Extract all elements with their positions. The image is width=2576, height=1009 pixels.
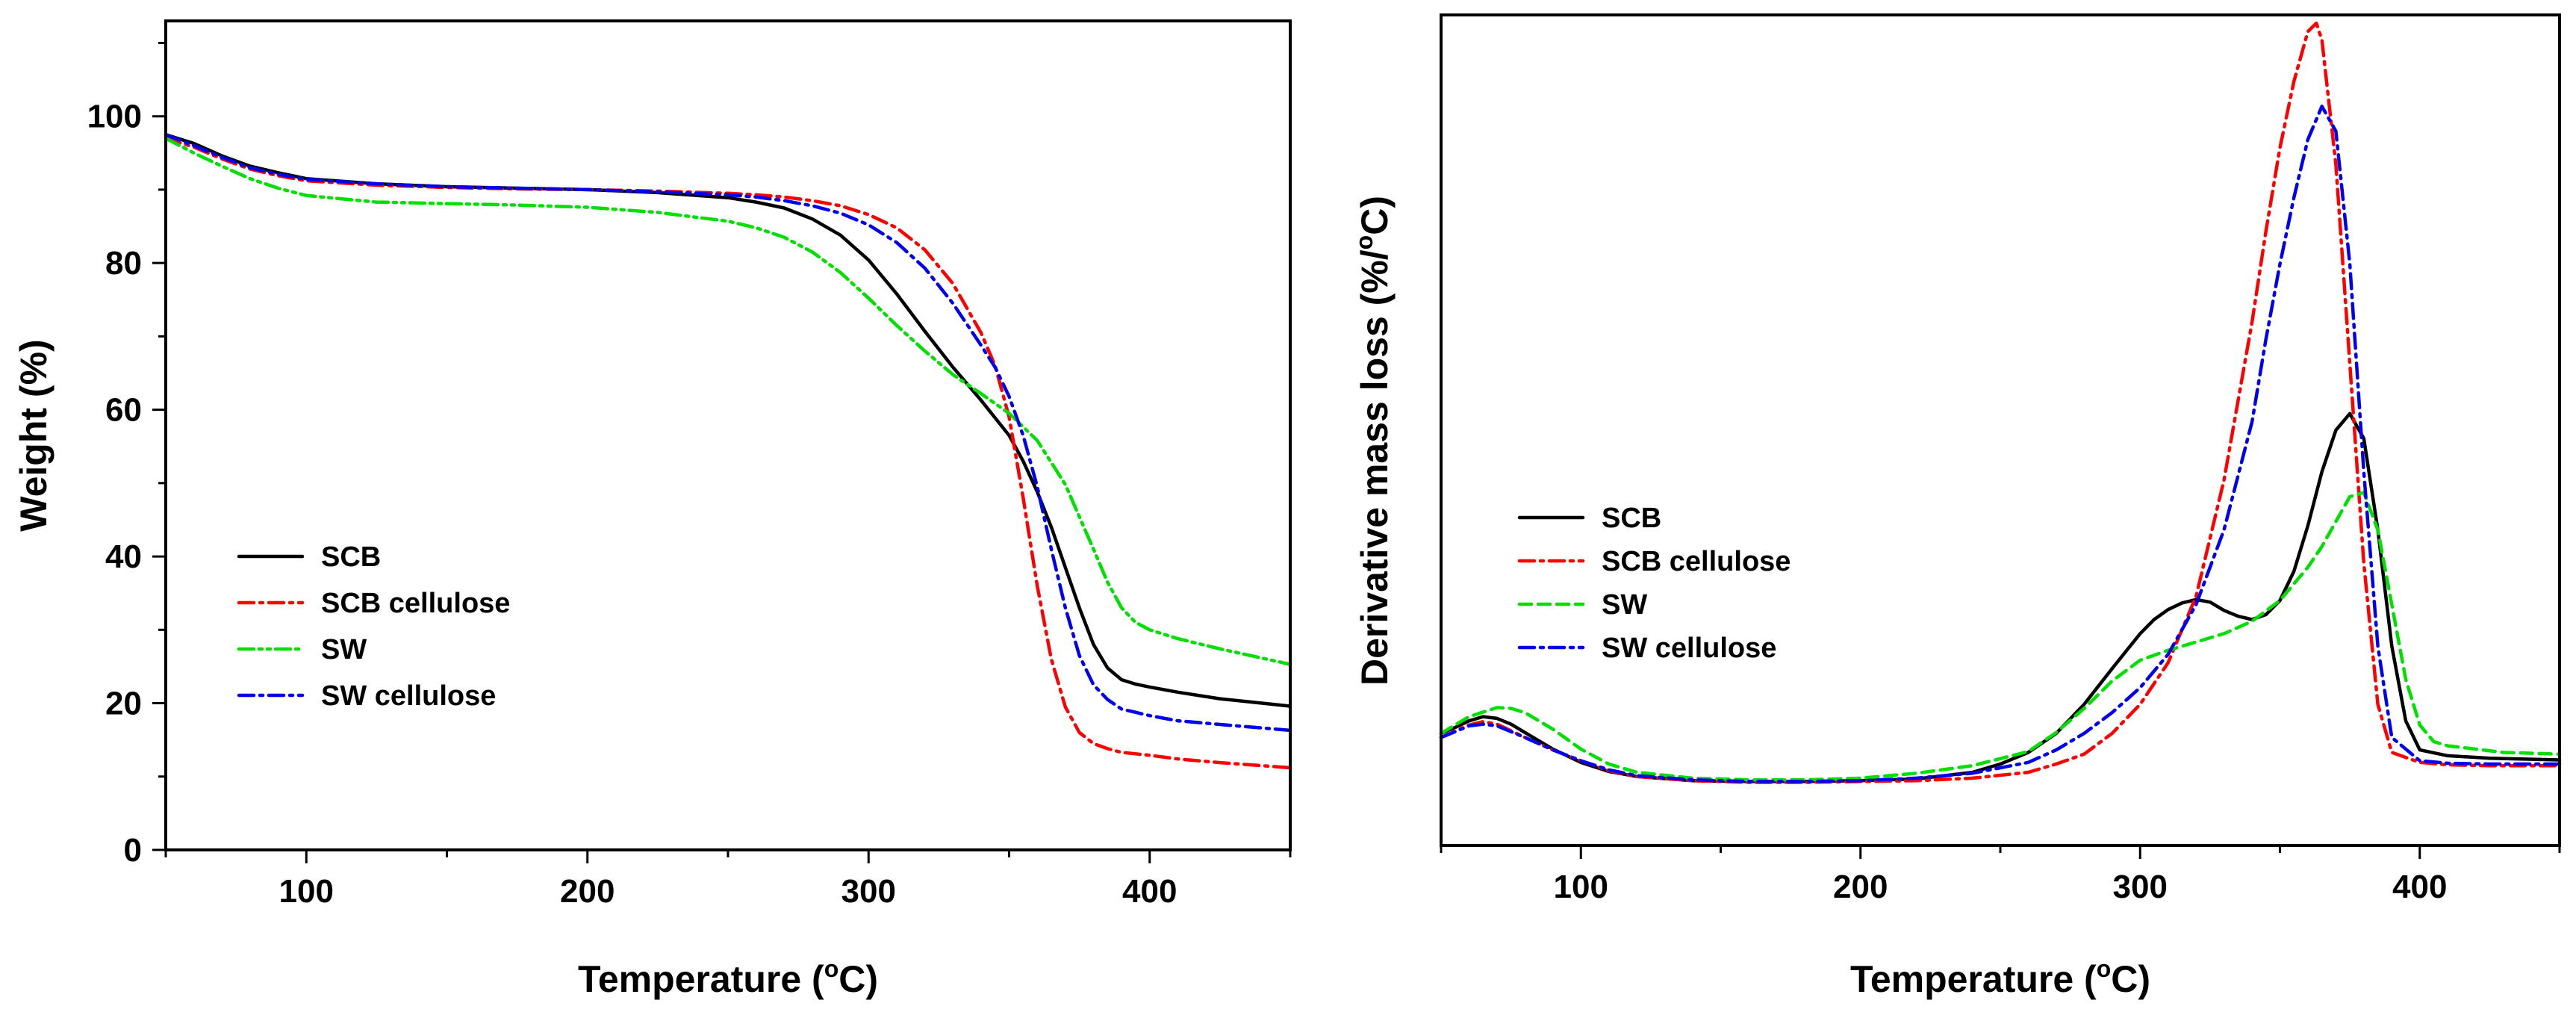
y-tick-label: 60 (105, 392, 142, 429)
x-tick-label: 300 (841, 873, 896, 910)
legend-label: SCB cellulose (321, 588, 510, 619)
x-tick-label: 200 (560, 873, 615, 910)
x-tick-label: 200 (1833, 869, 1888, 905)
series-line-scb-cellulose (164, 136, 1292, 770)
series-line-sw-cellulose (1439, 105, 2562, 783)
y-tick-label: 100 (87, 99, 142, 135)
series-line-sw (164, 136, 1292, 666)
legend: SCB SCB cellulose SW SW cellulose (237, 541, 510, 712)
legend-label: SW cellulose (321, 680, 496, 712)
x-tick-label: 300 (2113, 869, 2168, 905)
legend-label: SCB (1602, 503, 1661, 534)
axis-ticks: 100 200 300 400 0 20 40 60 80 100 (87, 41, 1292, 910)
legend-label: SCB (321, 541, 381, 573)
y-tick-label: 40 (105, 538, 142, 575)
series-group (164, 133, 1292, 770)
legend: SCB SCB cellulose SW SW cellulose (1517, 503, 1791, 664)
dtg-derivative-chart: 100 200 300 400 SCB SCB cellulose SW SW cellul… (1351, 13, 2562, 1000)
series-group (1439, 21, 2562, 784)
x-tick-label: 400 (1122, 873, 1177, 910)
series-line-sw-cellulose (164, 133, 1292, 733)
x-axis-title: Temperature (oC) (578, 955, 878, 1000)
series-line-sw (1439, 491, 2562, 782)
y-axis-title: Derivative mass loss (%/oC) (1351, 196, 1396, 686)
legend-label: SCB cellulose (1602, 546, 1791, 577)
x-tick-label: 100 (1554, 869, 1608, 905)
axis-ticks: 100 200 300 400 (1440, 845, 2561, 905)
x-tick-label: 400 (2392, 869, 2447, 905)
tga-weight-chart: 100 200 300 400 0 20 40 60 80 100 SCB SCB cellulos… (13, 19, 1292, 1000)
y-axis-title: Weight (%) (13, 339, 55, 531)
y-tick-label: 20 (105, 686, 142, 722)
legend-label: SW (1602, 589, 1647, 621)
y-tick-label: 80 (105, 245, 142, 282)
x-tick-label: 100 (279, 873, 334, 910)
legend-label: SW cellulose (1602, 633, 1776, 664)
y-tick-label: 0 (124, 832, 142, 869)
x-axis-title: Temperature (oC) (1850, 955, 2150, 1000)
legend-label: SW (321, 634, 367, 665)
